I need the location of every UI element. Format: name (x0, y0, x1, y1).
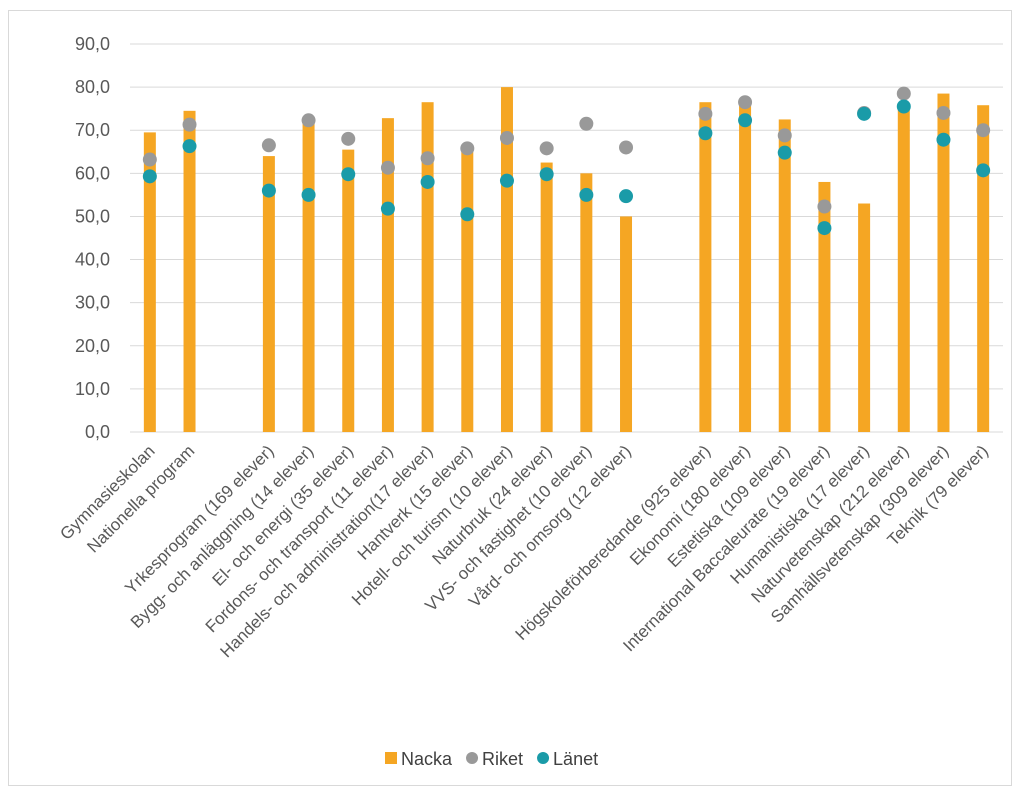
dot-point (777, 128, 792, 143)
bar (620, 216, 633, 432)
legend-label: Länet (553, 749, 598, 769)
y-tick-label: 30,0 (75, 293, 110, 313)
dot-point (142, 152, 157, 167)
y-tick-label: 10,0 (75, 379, 110, 399)
bar (858, 203, 871, 432)
y-tick-label: 50,0 (75, 206, 110, 226)
bar (739, 100, 752, 433)
dot-point (420, 174, 435, 189)
dot-point (182, 139, 197, 154)
dot-point (896, 99, 911, 114)
bar (699, 102, 712, 432)
bar (897, 104, 910, 432)
y-axis: 0,0 10,0 20,0 30,0 40,0 50,0 60,0 70,0 80,0 90,0 (75, 34, 110, 442)
dot-point (539, 167, 554, 182)
bar (461, 151, 474, 432)
dot-point (460, 141, 475, 156)
bar (342, 149, 355, 432)
dot-point (817, 199, 832, 214)
dot-point (341, 131, 356, 146)
dot-point (460, 207, 475, 222)
dot-point (261, 138, 276, 153)
dot-point (380, 160, 395, 175)
dot-point (420, 151, 435, 166)
dot-point (261, 183, 276, 198)
dot-point (499, 130, 514, 145)
dot-point (579, 187, 594, 202)
bar (580, 173, 593, 433)
bar (500, 87, 513, 432)
bar (977, 105, 990, 433)
legend-label: Riket (482, 749, 523, 769)
legend-swatch (385, 752, 397, 764)
dot-point (976, 163, 991, 178)
dot-point (777, 145, 792, 160)
dot-point (738, 113, 753, 128)
dot-point (817, 221, 832, 236)
y-tick-label: 0,0 (85, 422, 110, 442)
dot-point (182, 117, 197, 132)
legend-label: Nacka (401, 749, 453, 769)
bar (183, 110, 196, 433)
dot-point (976, 123, 991, 138)
dot-point (738, 95, 753, 110)
y-tick-label: 70,0 (75, 120, 110, 140)
bar (778, 119, 791, 432)
bar (381, 118, 394, 432)
legend: Nacka Riket Länet (385, 749, 598, 769)
y-tick-label: 60,0 (75, 163, 110, 183)
dot-point (539, 141, 554, 156)
dot-point (499, 173, 514, 188)
dot-point (301, 113, 316, 128)
dot-point (579, 116, 594, 131)
dot-point (380, 201, 395, 216)
bar (937, 93, 950, 433)
y-tick-label: 20,0 (75, 336, 110, 356)
dot-point (619, 189, 634, 204)
legend-swatch (537, 752, 550, 764)
bar (818, 181, 831, 432)
dots-länet (142, 99, 991, 236)
dot-point (896, 86, 911, 101)
dot-point (698, 106, 713, 121)
dot-point (857, 106, 872, 121)
dot-point (301, 187, 316, 202)
dot-point (936, 132, 951, 147)
y-tick-label: 90,0 (75, 34, 110, 54)
dot-point (936, 105, 951, 120)
chart-frame (8, 10, 1012, 786)
bar (262, 156, 275, 433)
bar (540, 162, 553, 433)
legend-swatch (466, 752, 479, 764)
y-tick-label: 80,0 (75, 77, 110, 97)
gridlines (130, 43, 1003, 433)
dot-point (142, 169, 157, 184)
dot-point (341, 167, 356, 182)
bar (302, 121, 315, 432)
bar (143, 132, 156, 432)
y-tick-label: 40,0 (75, 250, 110, 270)
dot-point (698, 126, 713, 141)
dot-point (619, 140, 634, 155)
